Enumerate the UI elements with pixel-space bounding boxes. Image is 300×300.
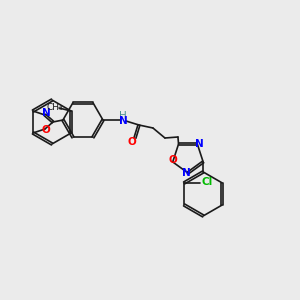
Text: O: O bbox=[128, 137, 136, 147]
Text: N: N bbox=[42, 108, 50, 118]
Text: CH₃: CH₃ bbox=[47, 103, 63, 112]
Text: N: N bbox=[182, 168, 190, 178]
Text: N: N bbox=[118, 116, 127, 126]
Text: H: H bbox=[119, 111, 127, 121]
Text: O: O bbox=[168, 155, 177, 165]
Text: Cl: Cl bbox=[202, 177, 213, 187]
Text: N: N bbox=[195, 139, 204, 149]
Text: O: O bbox=[42, 125, 50, 135]
